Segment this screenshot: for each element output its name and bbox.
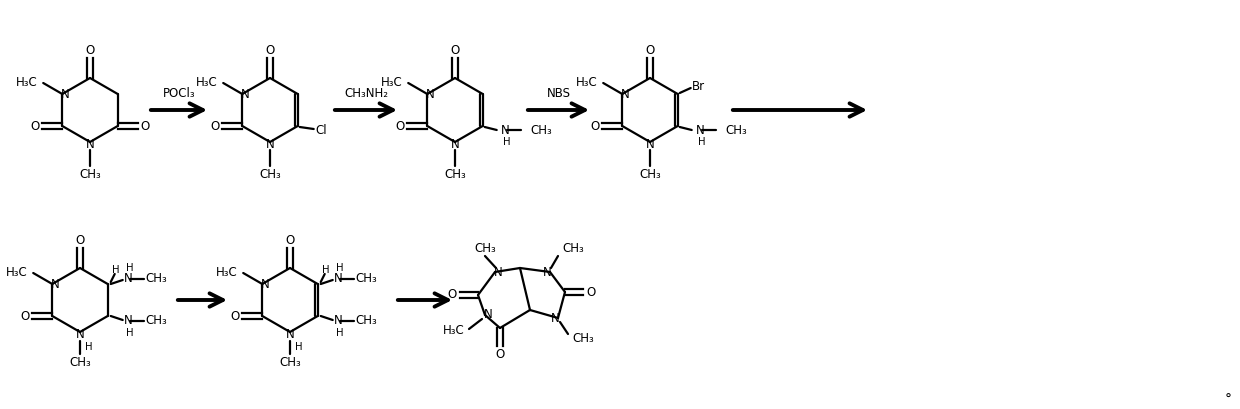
Text: H: H: [126, 263, 134, 273]
Text: O: O: [450, 45, 460, 58]
Text: N: N: [260, 279, 269, 292]
Text: CH₃: CH₃: [474, 241, 496, 254]
Text: CH₃: CH₃: [531, 124, 553, 137]
Text: N: N: [450, 137, 459, 151]
Text: CH₃: CH₃: [444, 168, 466, 180]
Text: O: O: [86, 45, 94, 58]
Text: O: O: [31, 119, 40, 133]
Text: CH₃: CH₃: [562, 241, 584, 254]
Text: N: N: [265, 137, 274, 151]
Text: N: N: [124, 272, 133, 285]
Text: O: O: [285, 234, 295, 247]
Text: CH₃: CH₃: [725, 124, 748, 137]
Text: CH₃: CH₃: [356, 315, 377, 328]
Text: N: N: [86, 137, 94, 151]
Text: N: N: [334, 315, 342, 328]
Text: N: N: [696, 124, 704, 137]
Text: N: N: [61, 88, 69, 101]
Text: H₃C: H₃C: [216, 265, 237, 279]
Text: CH₃: CH₃: [356, 272, 377, 285]
Text: N: N: [76, 328, 84, 342]
Text: N: N: [551, 312, 559, 326]
Text: H: H: [112, 265, 119, 275]
Text: N: N: [494, 267, 502, 279]
Text: N: N: [334, 272, 342, 285]
Text: N: N: [484, 308, 492, 321]
Text: H: H: [295, 342, 303, 352]
Text: O: O: [587, 285, 595, 299]
Text: O: O: [231, 310, 239, 323]
Text: CH₃: CH₃: [146, 315, 167, 328]
Text: O: O: [645, 45, 655, 58]
Text: N: N: [646, 137, 655, 151]
Text: H₃C: H₃C: [15, 76, 37, 88]
Text: CH₃: CH₃: [69, 355, 91, 369]
Text: N: N: [124, 315, 133, 328]
Text: N: N: [425, 88, 435, 101]
Text: Br: Br: [692, 79, 704, 92]
Text: CH₃: CH₃: [572, 332, 594, 344]
Text: H₃C: H₃C: [381, 76, 402, 88]
Text: O: O: [495, 348, 505, 360]
Text: H₃C: H₃C: [443, 324, 465, 337]
Text: H₃C: H₃C: [5, 265, 27, 279]
Text: N: N: [51, 279, 60, 292]
Text: H: H: [86, 342, 93, 352]
Text: N: N: [543, 267, 552, 279]
Text: O: O: [76, 234, 84, 247]
Text: H: H: [126, 328, 134, 338]
Text: H: H: [322, 265, 330, 275]
Text: CH₃NH₂: CH₃NH₂: [343, 87, 388, 100]
Text: CH₃: CH₃: [639, 168, 661, 180]
Text: H₃C: H₃C: [575, 76, 598, 88]
Text: O: O: [590, 119, 600, 133]
Text: O: O: [265, 45, 274, 58]
Text: CH₃: CH₃: [259, 168, 281, 180]
Text: O: O: [448, 288, 456, 301]
Text: POCl₃: POCl₃: [162, 87, 196, 100]
Text: H: H: [336, 328, 343, 338]
Text: CH₃: CH₃: [146, 272, 167, 285]
Text: °: °: [1225, 393, 1231, 407]
Text: NBS: NBS: [547, 87, 570, 100]
Text: N: N: [501, 124, 510, 137]
Text: O: O: [211, 119, 219, 133]
Text: H₃C: H₃C: [196, 76, 217, 88]
Text: CH₃: CH₃: [279, 355, 301, 369]
Text: N: N: [285, 328, 294, 342]
Text: N: N: [241, 88, 249, 101]
Text: N: N: [621, 88, 630, 101]
Text: CH₃: CH₃: [79, 168, 100, 180]
Text: H: H: [503, 137, 511, 147]
Text: O: O: [21, 310, 30, 323]
Text: O: O: [396, 119, 405, 133]
Text: O: O: [140, 119, 149, 133]
Text: H: H: [698, 137, 706, 147]
Text: Cl: Cl: [316, 124, 327, 137]
Text: H: H: [336, 263, 343, 273]
